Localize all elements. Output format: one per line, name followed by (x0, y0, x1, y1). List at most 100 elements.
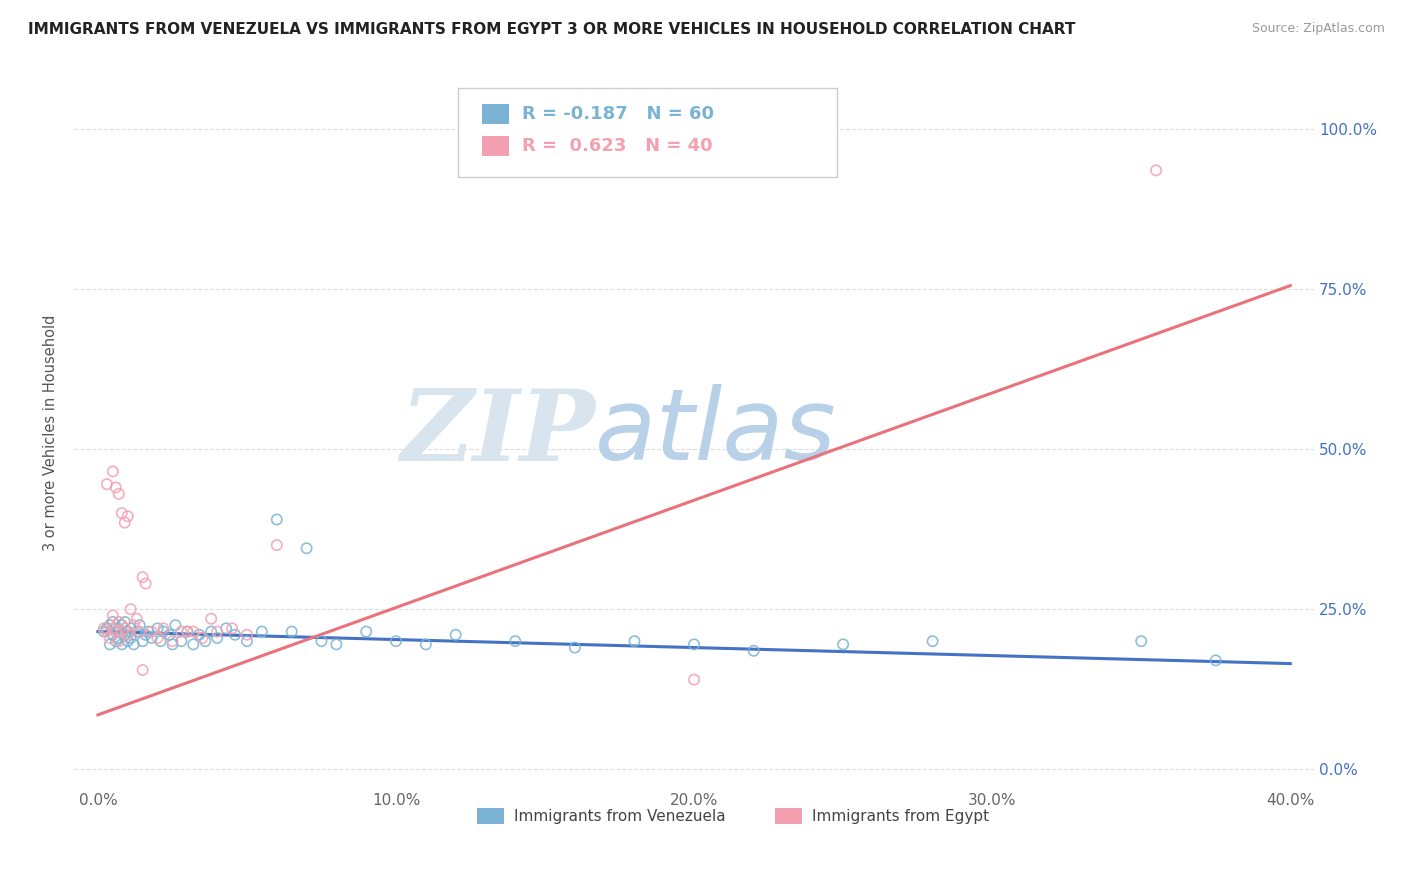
Point (224, 628, 246, 642)
Text: R = -0.187   N = 60: R = -0.187 N = 60 (522, 105, 714, 123)
Point (385, 634, 408, 648)
Point (107, 615, 129, 629)
Point (131, 663, 153, 677)
Point (295, 541, 318, 556)
Point (117, 624, 139, 639)
Point (181, 637, 204, 651)
Point (107, 487, 129, 501)
Point (176, 624, 198, 639)
Point (354, 624, 377, 639)
Point (149, 634, 172, 648)
Point (162, 637, 184, 651)
Point (623, 634, 645, 648)
Point (117, 634, 139, 648)
Point (200, 612, 222, 626)
Point (101, 628, 124, 642)
Point (98, 618, 121, 632)
Point (114, 615, 136, 629)
Text: Immigrants from Egypt: Immigrants from Egypt (811, 809, 988, 824)
Point (176, 624, 198, 639)
Point (250, 624, 273, 639)
Point (114, 621, 136, 635)
Point (311, 634, 333, 648)
Point (564, 640, 586, 655)
Point (128, 624, 150, 639)
Point (93, 621, 115, 635)
Text: Source: ZipAtlas.com: Source: ZipAtlas.com (1251, 22, 1385, 36)
Point (107, 634, 129, 648)
Point (138, 624, 160, 639)
Point (170, 624, 193, 639)
Point (120, 631, 142, 645)
Point (104, 480, 127, 494)
FancyBboxPatch shape (482, 136, 509, 156)
Point (200, 624, 222, 639)
Point (415, 637, 437, 651)
Point (114, 516, 136, 530)
Y-axis label: 3 or more Vehicles in Household: 3 or more Vehicles in Household (44, 315, 58, 551)
Point (205, 631, 228, 645)
Point (165, 618, 187, 632)
Point (215, 621, 238, 635)
Point (98, 631, 121, 645)
Point (1130, 634, 1153, 648)
Point (96, 621, 118, 635)
Point (104, 624, 127, 639)
Point (120, 621, 142, 635)
Point (194, 634, 217, 648)
Point (93, 624, 115, 639)
Point (111, 618, 134, 632)
Point (444, 628, 467, 642)
FancyBboxPatch shape (458, 88, 837, 177)
Point (146, 631, 169, 645)
Point (205, 624, 228, 639)
FancyBboxPatch shape (477, 808, 505, 824)
Point (114, 628, 136, 642)
Point (131, 570, 153, 584)
Point (101, 621, 124, 635)
Point (1144, 163, 1167, 178)
Point (236, 634, 259, 648)
Point (162, 634, 184, 648)
Point (107, 631, 129, 645)
Point (141, 624, 163, 639)
Point (125, 612, 148, 626)
Point (104, 634, 127, 648)
Point (159, 628, 181, 642)
Point (832, 637, 855, 651)
Point (96, 477, 118, 491)
Point (101, 615, 124, 629)
Point (117, 509, 139, 524)
Point (921, 634, 943, 648)
Point (152, 621, 174, 635)
Point (683, 637, 706, 651)
Text: atlas: atlas (595, 384, 837, 482)
Point (266, 512, 288, 526)
Point (188, 628, 211, 642)
Text: R =  0.623   N = 40: R = 0.623 N = 40 (522, 137, 713, 155)
Point (191, 631, 214, 645)
Point (181, 624, 204, 639)
FancyBboxPatch shape (482, 103, 509, 124)
Point (120, 602, 142, 616)
Point (111, 506, 134, 520)
Point (742, 644, 765, 658)
Point (146, 621, 169, 635)
Point (104, 621, 127, 635)
Point (135, 628, 157, 642)
Text: Immigrants from Venezuela: Immigrants from Venezuela (515, 809, 725, 824)
Point (1205, 653, 1227, 667)
Point (128, 618, 150, 632)
Point (101, 608, 124, 623)
Text: IMMIGRANTS FROM VENEZUELA VS IMMIGRANTS FROM EGYPT 3 OR MORE VEHICLES IN HOUSEHO: IMMIGRANTS FROM VENEZUELA VS IMMIGRANTS … (28, 22, 1076, 37)
Point (125, 624, 148, 639)
Point (683, 673, 706, 687)
Point (236, 628, 259, 642)
Point (325, 637, 347, 651)
Point (111, 637, 134, 651)
Point (122, 637, 145, 651)
Point (111, 624, 134, 639)
Point (135, 576, 157, 591)
Point (98, 637, 121, 651)
Point (107, 624, 129, 639)
